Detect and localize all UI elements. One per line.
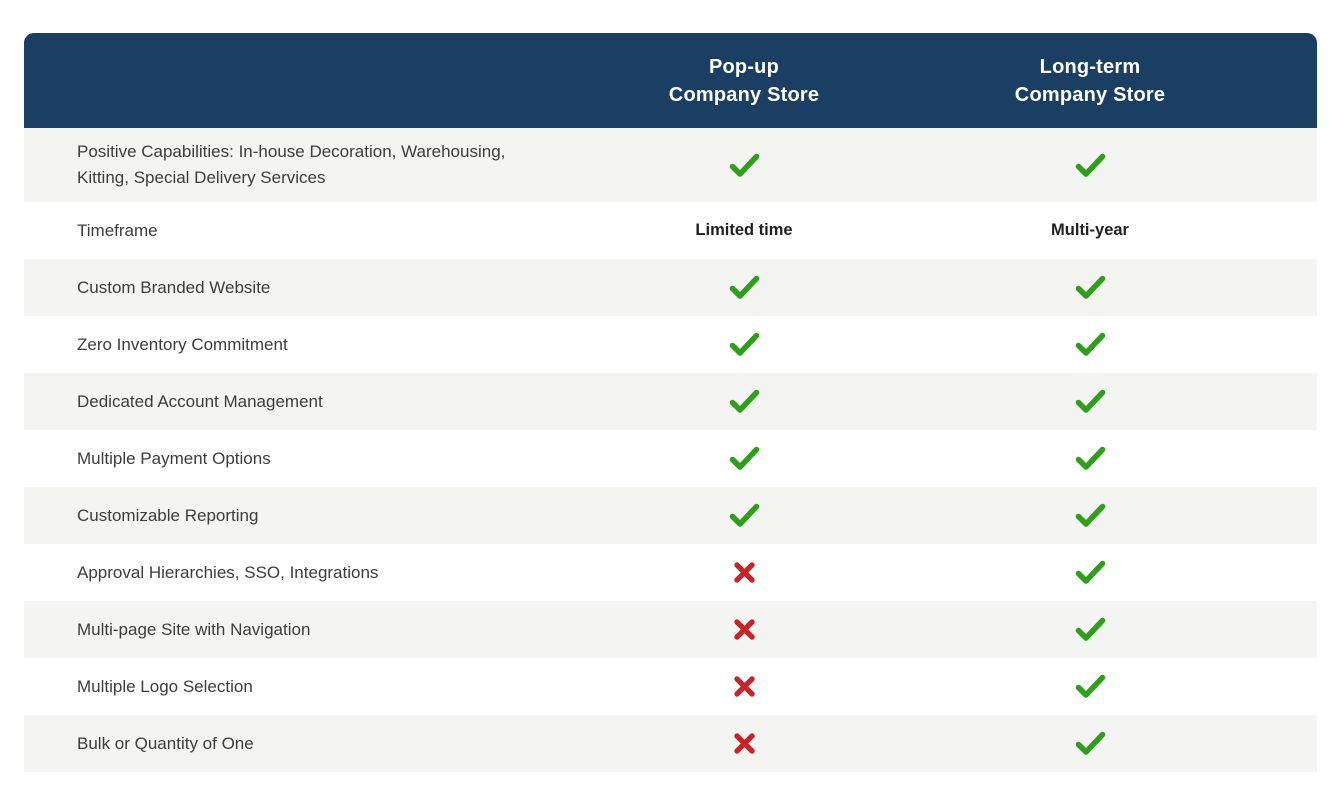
cross-icon <box>733 676 755 697</box>
longterm-value: Multi-year <box>1051 221 1129 239</box>
feature-label: Customizable Reporting <box>77 505 259 525</box>
check-icon <box>729 332 759 356</box>
column-header-longterm: Long-term Company Store <box>917 53 1317 109</box>
longterm-value <box>917 332 1317 357</box>
table-row: Custom Branded Website <box>24 259 1317 316</box>
check-icon <box>729 389 759 413</box>
feature-label: Zero Inventory Commitment <box>77 334 288 354</box>
longterm-value <box>917 446 1317 471</box>
table-row: Timeframe Limited time Multi-year <box>24 202 1317 259</box>
popup-value <box>571 446 917 471</box>
feature-label: Positive Capabilities: In-house Decorati… <box>77 142 506 187</box>
feature-label: Multiple Payment Options <box>77 448 271 468</box>
header-spacer <box>24 70 571 92</box>
column-header-longterm-line1: Long-term <box>1039 55 1141 78</box>
longterm-value <box>917 153 1317 178</box>
longterm-value <box>917 674 1317 699</box>
cross-icon <box>733 562 755 583</box>
table-body: Positive Capabilities: In-house Decorati… <box>24 128 1317 772</box>
table-row: Approval Hierarchies, SSO, Integrations <box>24 544 1317 601</box>
check-icon <box>1075 153 1105 177</box>
popup-value <box>571 675 917 698</box>
table-row: Customizable Reporting <box>24 487 1317 544</box>
popup-value: Limited time <box>695 221 793 239</box>
check-icon <box>1075 731 1105 755</box>
longterm-value <box>917 617 1317 642</box>
table-header: Pop-up Company Store Long-term Company S… <box>24 33 1317 128</box>
check-icon <box>1075 674 1105 698</box>
longterm-value <box>917 503 1317 528</box>
column-header-longterm-line2: Company Store <box>1014 83 1166 106</box>
table-row: Multiple Logo Selection <box>24 658 1317 715</box>
check-icon <box>1075 332 1105 356</box>
longterm-value <box>917 275 1317 300</box>
table-row: Positive Capabilities: In-house Decorati… <box>24 128 1317 202</box>
check-icon <box>1075 617 1105 641</box>
feature-label: Dedicated Account Management <box>77 391 323 411</box>
feature-label: Bulk or Quantity of One <box>77 733 254 753</box>
cross-icon <box>733 733 755 754</box>
longterm-value <box>917 560 1317 585</box>
check-icon <box>729 275 759 299</box>
longterm-value <box>917 389 1317 414</box>
cross-icon <box>733 619 755 640</box>
check-icon <box>1075 560 1105 584</box>
table-row: Dedicated Account Management <box>24 373 1317 430</box>
column-header-popup-line2: Company Store <box>668 83 820 106</box>
table-row: Multi-page Site with Navigation <box>24 601 1317 658</box>
popup-value <box>571 561 917 584</box>
check-icon <box>729 153 759 177</box>
feature-label: Timeframe <box>77 220 158 240</box>
column-header-popup-line1: Pop-up <box>708 55 780 78</box>
table-row: Bulk or Quantity of One <box>24 715 1317 772</box>
feature-label: Custom Branded Website <box>77 277 271 297</box>
check-icon <box>1075 389 1105 413</box>
check-icon <box>1075 446 1105 470</box>
popup-value <box>571 153 917 178</box>
feature-label: Multi-page Site with Navigation <box>77 619 311 639</box>
check-icon <box>729 503 759 527</box>
feature-label: Multiple Logo Selection <box>77 676 253 696</box>
table-row: Multiple Payment Options <box>24 430 1317 487</box>
popup-value <box>571 732 917 755</box>
check-icon <box>1075 275 1105 299</box>
popup-value <box>571 618 917 641</box>
comparison-table: Pop-up Company Store Long-term Company S… <box>24 33 1317 772</box>
popup-value <box>571 332 917 357</box>
table-row: Zero Inventory Commitment <box>24 316 1317 373</box>
longterm-value <box>917 731 1317 756</box>
check-icon <box>729 446 759 470</box>
popup-value <box>571 503 917 528</box>
feature-label: Approval Hierarchies, SSO, Integrations <box>77 562 379 582</box>
check-icon <box>1075 503 1105 527</box>
popup-value <box>571 389 917 414</box>
popup-value <box>571 275 917 300</box>
column-header-popup: Pop-up Company Store <box>571 53 917 109</box>
